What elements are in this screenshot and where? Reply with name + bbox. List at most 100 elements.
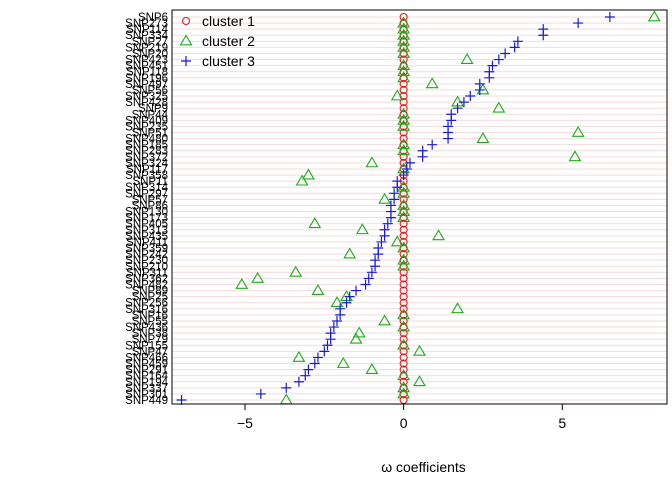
plus-point — [417, 151, 428, 162]
triangle-point — [425, 77, 439, 89]
snp-label: SNP313 — [125, 225, 168, 237]
snp-label: SNP411 — [126, 237, 168, 249]
snp-label: SNP362 — [125, 273, 168, 285]
plus-point — [300, 370, 311, 381]
circle-point — [399, 274, 408, 283]
plus-point — [392, 182, 403, 193]
triangle-point — [343, 247, 357, 259]
triangle-point — [397, 59, 411, 71]
triangle-point — [397, 65, 411, 77]
plus-point — [427, 139, 438, 150]
plus-point — [176, 395, 187, 405]
snp-label: SNP256 — [125, 298, 168, 310]
triangle-point — [251, 271, 265, 283]
snp-label: SNP210 — [125, 261, 168, 273]
circle-point — [399, 280, 408, 289]
plus-point — [458, 97, 469, 108]
circle-point — [399, 359, 408, 368]
snp-label: SNP316 — [125, 304, 168, 316]
triangle-point — [397, 198, 411, 210]
triangle-point — [647, 10, 661, 22]
triangle-point — [378, 314, 392, 326]
triangle-point — [235, 277, 249, 289]
snp-label: SNP449 — [125, 395, 168, 407]
circle-point — [399, 134, 408, 143]
triangle-point — [397, 107, 411, 119]
snp-label: SNP435 — [125, 231, 168, 243]
circle-point — [399, 292, 408, 301]
triangle-point — [397, 40, 411, 52]
legend-label: cluster 2 — [202, 33, 255, 49]
snp-label: SNP334 — [125, 30, 168, 42]
circle-point — [399, 12, 408, 22]
triangle-point — [365, 156, 379, 168]
snp-label: SNP324 — [125, 158, 168, 170]
triangle-point — [571, 125, 585, 137]
circle-point — [399, 219, 408, 228]
x-tick-label: −5 — [237, 415, 253, 431]
plus-point — [303, 364, 314, 375]
plus-point — [443, 133, 454, 144]
plus-point — [255, 388, 266, 399]
snp-label: SNP301 — [125, 389, 168, 401]
triangle-point — [397, 119, 411, 131]
plus-point — [604, 12, 615, 22]
plus-point — [335, 309, 346, 320]
plus-point — [509, 42, 520, 53]
triangle-point — [349, 332, 363, 344]
snp-label: SNP358 — [125, 170, 168, 182]
circle-point — [399, 286, 408, 295]
x-tick-label: 5 — [558, 415, 566, 431]
plus-point — [474, 84, 485, 95]
plus-point — [385, 212, 396, 223]
plus-point — [373, 249, 384, 260]
circle-point — [399, 225, 408, 234]
triangle-point — [336, 356, 350, 368]
triangle-point — [476, 83, 490, 95]
plus-point — [360, 279, 371, 290]
circle-point — [399, 365, 408, 374]
plus-point — [484, 72, 495, 83]
snp-label: SNP196 — [125, 73, 168, 85]
plus-point — [325, 334, 336, 345]
snp-label: SNP9 — [138, 103, 168, 115]
triangle-point — [432, 229, 446, 241]
circle-point — [399, 335, 408, 344]
legend-label: cluster 1 — [202, 13, 255, 29]
triangle-point — [397, 211, 411, 223]
x-axis-title: ω coefficients — [381, 459, 466, 475]
triangle-point — [378, 192, 392, 204]
snp-label: SNP311 — [126, 267, 168, 279]
circle-point — [181, 16, 191, 26]
circle-point — [399, 329, 408, 338]
plus-point — [328, 322, 339, 333]
circle-point — [399, 231, 408, 240]
triangle-point — [460, 52, 474, 64]
snp-label: SNP114 — [126, 24, 169, 36]
snp-label: SNP86 — [132, 200, 168, 212]
triangle-point — [352, 326, 366, 338]
triangle-point — [295, 174, 309, 186]
triangle-point — [390, 235, 404, 247]
snp-label: SNP423 — [125, 55, 168, 67]
snp-label: SNP359 — [125, 243, 168, 255]
plus-point — [341, 297, 352, 308]
triangle-point — [397, 387, 411, 399]
circle-point — [399, 316, 408, 326]
snp-label: SNP283 — [125, 146, 168, 158]
plus-point — [281, 382, 292, 393]
triangle-point — [390, 89, 404, 101]
triangle-point — [397, 22, 411, 34]
snp-label: SNP337 — [125, 383, 168, 395]
plus-point — [382, 218, 393, 229]
triangle-point — [397, 381, 411, 393]
triangle-point — [355, 223, 369, 235]
circle-point — [399, 250, 408, 259]
snp-label: SNP451 — [125, 61, 168, 73]
snp-label: SNP242 — [125, 249, 168, 261]
snp-labels: SNP6SNP273SNP114SNP334SNP27SNP219SNP20SN… — [125, 12, 168, 407]
plus-point — [319, 346, 330, 357]
triangle-point — [289, 265, 303, 277]
snp-label: SNP117 — [126, 164, 168, 176]
